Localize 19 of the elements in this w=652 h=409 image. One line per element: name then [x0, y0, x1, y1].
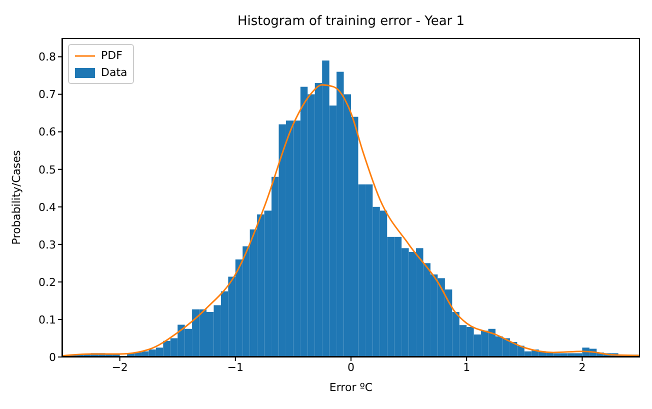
x-tick-label: −1 — [227, 360, 244, 374]
y-tick-label: 0.3 — [38, 238, 56, 252]
y-tick-label: 0.7 — [38, 88, 56, 102]
y-tick-label: 0.5 — [38, 163, 56, 176]
y-tick-label: 0.2 — [38, 276, 56, 289]
x-tick-label: 1 — [463, 360, 470, 374]
x-tick-label: 0 — [348, 360, 354, 374]
y-axis-title: Probability/Cases — [10, 150, 23, 245]
legend-label: Data — [101, 66, 128, 79]
chart-title: Histogram of training error - Year 1 — [236, 14, 466, 29]
x-axis-title: Error ºC — [329, 381, 373, 394]
y-tick-label: 0.8 — [38, 50, 56, 64]
y-tick-label: 0 — [49, 350, 56, 364]
legend-label: PDF — [101, 49, 122, 62]
x-tick-label: 2 — [578, 360, 586, 374]
y-tick-label: 0.6 — [38, 126, 56, 139]
y-tick-label: 0.1 — [38, 313, 56, 326]
y-tick-label: 0.4 — [38, 200, 56, 214]
x-tick-label: −2 — [112, 360, 128, 374]
